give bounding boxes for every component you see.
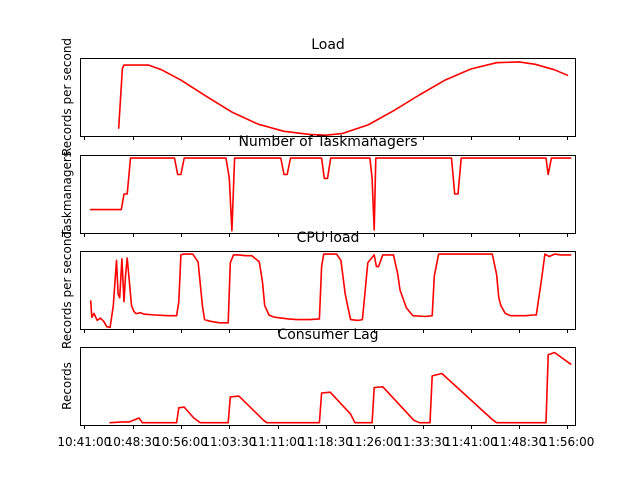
panel-taskmanagers: Number of Taskmanagers Taskmanagers [60, 134, 576, 238]
panel-title: Load [311, 37, 345, 53]
panel-cpu-load: CPU load Records per second [60, 230, 576, 349]
x-tick-label: 11:18:30 [299, 435, 353, 449]
y-axis-label: Records per second [60, 231, 74, 349]
axes-frame [80, 251, 576, 330]
x-tick-labels: 10:41:0010:48:3010:56:0011:03:3011:11:00… [57, 435, 594, 449]
x-tick-label: 10:56:00 [154, 435, 208, 449]
x-tick-label: 11:56:00 [541, 435, 595, 449]
y-axis-label: Taskmanagers [60, 151, 74, 238]
panel-load: Load Records per second [60, 37, 576, 156]
x-tick-label: 11:11:00 [251, 435, 305, 449]
x-ticks [84, 233, 568, 237]
x-tick-label: 11:48:30 [492, 435, 546, 449]
y-axis-label: Records per second [60, 38, 74, 156]
x-tick-label: 11:33:30 [396, 435, 450, 449]
x-ticks [84, 425, 568, 429]
x-ticks [84, 329, 568, 333]
y-axis-label: Records [60, 362, 74, 410]
axes-frame [80, 347, 576, 426]
series-line [109, 351, 572, 424]
series-line [89, 157, 572, 232]
series-line [89, 253, 572, 329]
x-tick-label: 10:48:30 [106, 435, 160, 449]
panel-title: Number of Taskmanagers [238, 134, 417, 150]
axes-frame [80, 58, 576, 137]
panel-title: Consumer Lag [277, 327, 378, 343]
x-tick-label: 11:41:00 [444, 435, 498, 449]
panel-consumer-lag: Consumer Lag Records [60, 327, 576, 429]
x-ticks [84, 136, 568, 140]
x-tick-label: 11:26:00 [347, 435, 401, 449]
x-tick-label: 11:03:30 [202, 435, 256, 449]
x-tick-label: 10:41:00 [57, 435, 111, 449]
panel-title: CPU load [297, 230, 360, 246]
axes-frame [80, 155, 576, 234]
series-line [117, 61, 569, 136]
